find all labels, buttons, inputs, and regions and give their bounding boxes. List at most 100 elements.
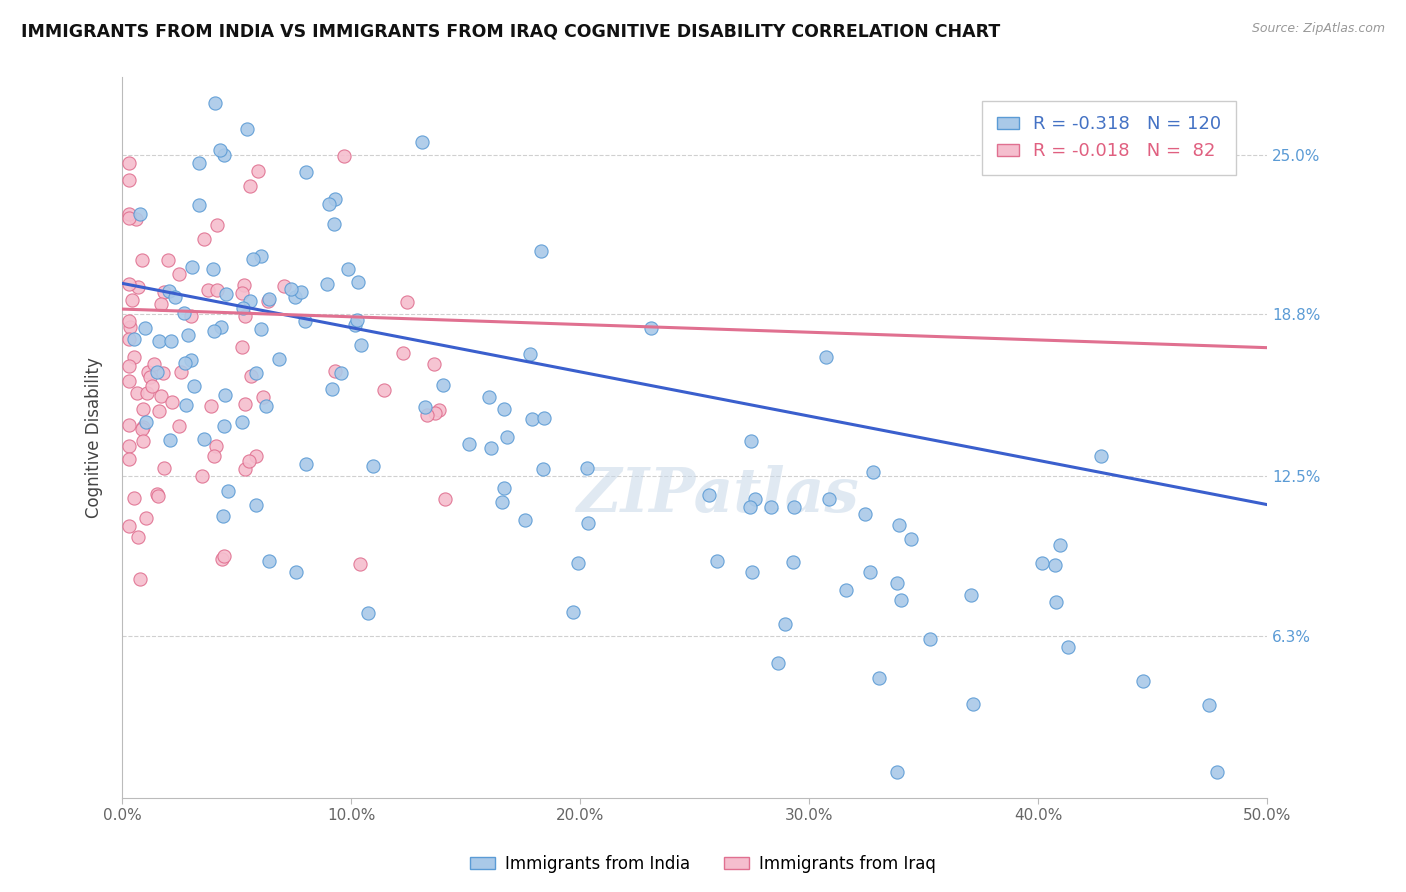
Point bbox=[200, 400, 222, 414]
Point bbox=[238, 454, 260, 468]
Point bbox=[134, 321, 156, 335]
Point bbox=[174, 398, 197, 412]
Point bbox=[214, 387, 236, 401]
Point bbox=[1045, 594, 1067, 608]
Point bbox=[167, 419, 190, 434]
Point bbox=[530, 244, 553, 258]
Point bbox=[233, 462, 256, 476]
Point bbox=[1090, 449, 1112, 463]
Point bbox=[706, 554, 728, 568]
Point bbox=[233, 397, 256, 411]
Point bbox=[148, 404, 170, 418]
Point bbox=[347, 275, 370, 289]
Point bbox=[128, 207, 150, 221]
Point bbox=[887, 518, 910, 533]
Point bbox=[373, 383, 395, 397]
Point bbox=[392, 345, 415, 359]
Point bbox=[232, 277, 254, 292]
Point bbox=[204, 96, 226, 111]
Point bbox=[169, 365, 191, 379]
Legend: Immigrants from India, Immigrants from Iraq: Immigrants from India, Immigrants from I… bbox=[464, 848, 942, 880]
Point bbox=[231, 285, 253, 300]
Point bbox=[180, 310, 202, 324]
Point bbox=[361, 459, 384, 474]
Point bbox=[181, 260, 204, 274]
Point bbox=[138, 369, 160, 384]
Point bbox=[127, 385, 149, 400]
Point bbox=[131, 422, 153, 436]
Point bbox=[177, 328, 200, 343]
Point bbox=[207, 283, 229, 297]
Point bbox=[415, 408, 437, 422]
Point bbox=[900, 532, 922, 546]
Point bbox=[163, 290, 186, 304]
Point bbox=[349, 557, 371, 571]
Point bbox=[294, 313, 316, 327]
Point bbox=[246, 163, 269, 178]
Point bbox=[775, 616, 797, 631]
Point bbox=[132, 402, 155, 417]
Point bbox=[212, 509, 235, 524]
Point bbox=[167, 267, 190, 281]
Point bbox=[141, 379, 163, 393]
Point bbox=[333, 149, 356, 163]
Point bbox=[285, 565, 308, 579]
Point bbox=[329, 366, 352, 380]
Point bbox=[513, 513, 536, 527]
Y-axis label: Cognitive Disability: Cognitive Disability bbox=[86, 358, 103, 518]
Point bbox=[188, 198, 211, 212]
Point bbox=[131, 252, 153, 267]
Point bbox=[242, 252, 264, 266]
Point bbox=[135, 415, 157, 429]
Point bbox=[250, 322, 273, 336]
Point bbox=[240, 368, 263, 383]
Point bbox=[156, 252, 179, 267]
Point bbox=[214, 549, 236, 563]
Point bbox=[193, 433, 215, 447]
Point bbox=[211, 552, 233, 566]
Point bbox=[818, 491, 841, 506]
Point bbox=[886, 765, 908, 780]
Point bbox=[121, 293, 143, 308]
Point bbox=[1049, 538, 1071, 552]
Point bbox=[257, 292, 280, 306]
Point bbox=[920, 632, 942, 647]
Text: Source: ZipAtlas.com: Source: ZipAtlas.com bbox=[1251, 22, 1385, 36]
Point bbox=[423, 407, 446, 421]
Point bbox=[1205, 765, 1227, 780]
Point bbox=[835, 582, 858, 597]
Point bbox=[135, 511, 157, 525]
Point bbox=[738, 500, 761, 515]
Point bbox=[146, 365, 169, 379]
Point bbox=[294, 457, 316, 471]
Point bbox=[212, 418, 235, 433]
Point bbox=[962, 698, 984, 712]
Point bbox=[236, 122, 259, 136]
Point bbox=[209, 320, 232, 334]
Point bbox=[231, 415, 253, 429]
Point bbox=[118, 439, 141, 453]
Point bbox=[159, 433, 181, 447]
Point bbox=[960, 588, 983, 602]
Point bbox=[492, 402, 515, 417]
Point bbox=[395, 294, 418, 309]
Point bbox=[318, 197, 340, 211]
Point bbox=[120, 320, 142, 334]
Point bbox=[533, 411, 555, 425]
Point bbox=[868, 671, 890, 685]
Point bbox=[122, 351, 145, 365]
Point bbox=[118, 207, 141, 221]
Point bbox=[252, 390, 274, 404]
Point bbox=[180, 353, 202, 368]
Point bbox=[118, 173, 141, 187]
Point bbox=[159, 334, 181, 348]
Point bbox=[122, 332, 145, 346]
Point bbox=[212, 147, 235, 161]
Legend: R = -0.318   N = 120, R = -0.018   N =  82: R = -0.318 N = 120, R = -0.018 N = 82 bbox=[983, 101, 1236, 175]
Point bbox=[567, 556, 589, 570]
Point bbox=[135, 385, 157, 400]
Point bbox=[136, 365, 159, 379]
Point bbox=[202, 324, 225, 338]
Point bbox=[1043, 558, 1066, 573]
Point bbox=[759, 500, 782, 514]
